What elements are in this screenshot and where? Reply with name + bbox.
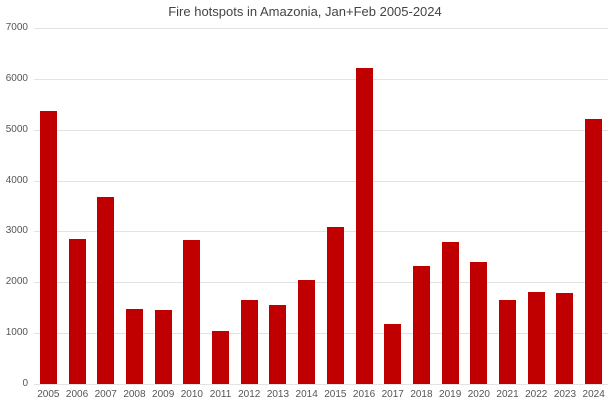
bar-2019 <box>441 242 459 384</box>
gridline <box>34 28 608 29</box>
x-tick-label: 2020 <box>467 389 490 400</box>
gridline <box>34 231 608 233</box>
gridline <box>34 333 608 335</box>
gridline <box>34 384 608 385</box>
bar-2022 <box>527 291 545 384</box>
y-tick-label: 5000 <box>5 123 28 135</box>
bar-2013 <box>269 304 287 384</box>
x-tick-label: 2012 <box>238 389 261 400</box>
x-tick-label: 2009 <box>152 389 175 400</box>
x-tick-label: 2011 <box>209 389 232 400</box>
bar-2012 <box>240 300 258 384</box>
gridline <box>34 78 608 80</box>
gridline <box>34 282 608 284</box>
bar-2007 <box>97 196 115 384</box>
y-tick-label: 7000 <box>5 22 28 33</box>
bar-2016 <box>355 67 373 384</box>
y-tick-label: 4000 <box>5 174 28 186</box>
bar-2005 <box>39 110 57 384</box>
bar-2014 <box>298 279 316 384</box>
x-tick-label: 2006 <box>65 389 89 400</box>
y-tick-label: 3000 <box>5 225 28 237</box>
gridline <box>34 180 608 182</box>
bar-2009 <box>154 310 172 384</box>
bar-2006 <box>68 239 86 384</box>
x-tick-label: 2010 <box>180 389 203 400</box>
x-tick-label: 2015 <box>324 389 347 400</box>
x-tick-label: 2014 <box>295 389 318 400</box>
bar-2023 <box>556 293 574 384</box>
x-tick-label: 2016 <box>352 389 376 400</box>
x-tick-label: 2019 <box>439 389 462 400</box>
x-tick-label: 2021 <box>496 389 519 400</box>
x-tick-label: 2022 <box>525 389 548 400</box>
plot-area <box>34 28 608 385</box>
x-tick-label: 2023 <box>553 389 577 400</box>
y-tick-label: 6000 <box>5 72 28 84</box>
x-tick-label: 2013 <box>266 389 290 400</box>
bar-2017 <box>384 324 402 384</box>
x-tick-label: 2018 <box>410 389 433 400</box>
bar-2011 <box>212 330 230 384</box>
x-tick-label: 2024 <box>582 389 605 400</box>
y-tick-label: 2000 <box>5 276 28 288</box>
x-tick-label: 2007 <box>94 389 117 400</box>
y-tick-label: 1000 <box>5 327 28 339</box>
bar-2010 <box>183 239 201 384</box>
gridline <box>34 129 608 131</box>
bar-2018 <box>412 265 430 384</box>
bar-2020 <box>470 262 488 384</box>
x-tick-label: 2008 <box>123 389 146 400</box>
y-tick-label: 0 <box>22 378 28 389</box>
x-tick-label: 2017 <box>381 389 404 400</box>
bar-2021 <box>499 299 517 384</box>
bar-2024 <box>585 119 603 384</box>
x-tick-label: 2005 <box>37 389 60 400</box>
bar-2015 <box>326 226 344 384</box>
chart-title: Fire hotspots in Amazonia, Jan+Feb 2005-… <box>168 4 442 19</box>
bar-2008 <box>125 309 143 384</box>
